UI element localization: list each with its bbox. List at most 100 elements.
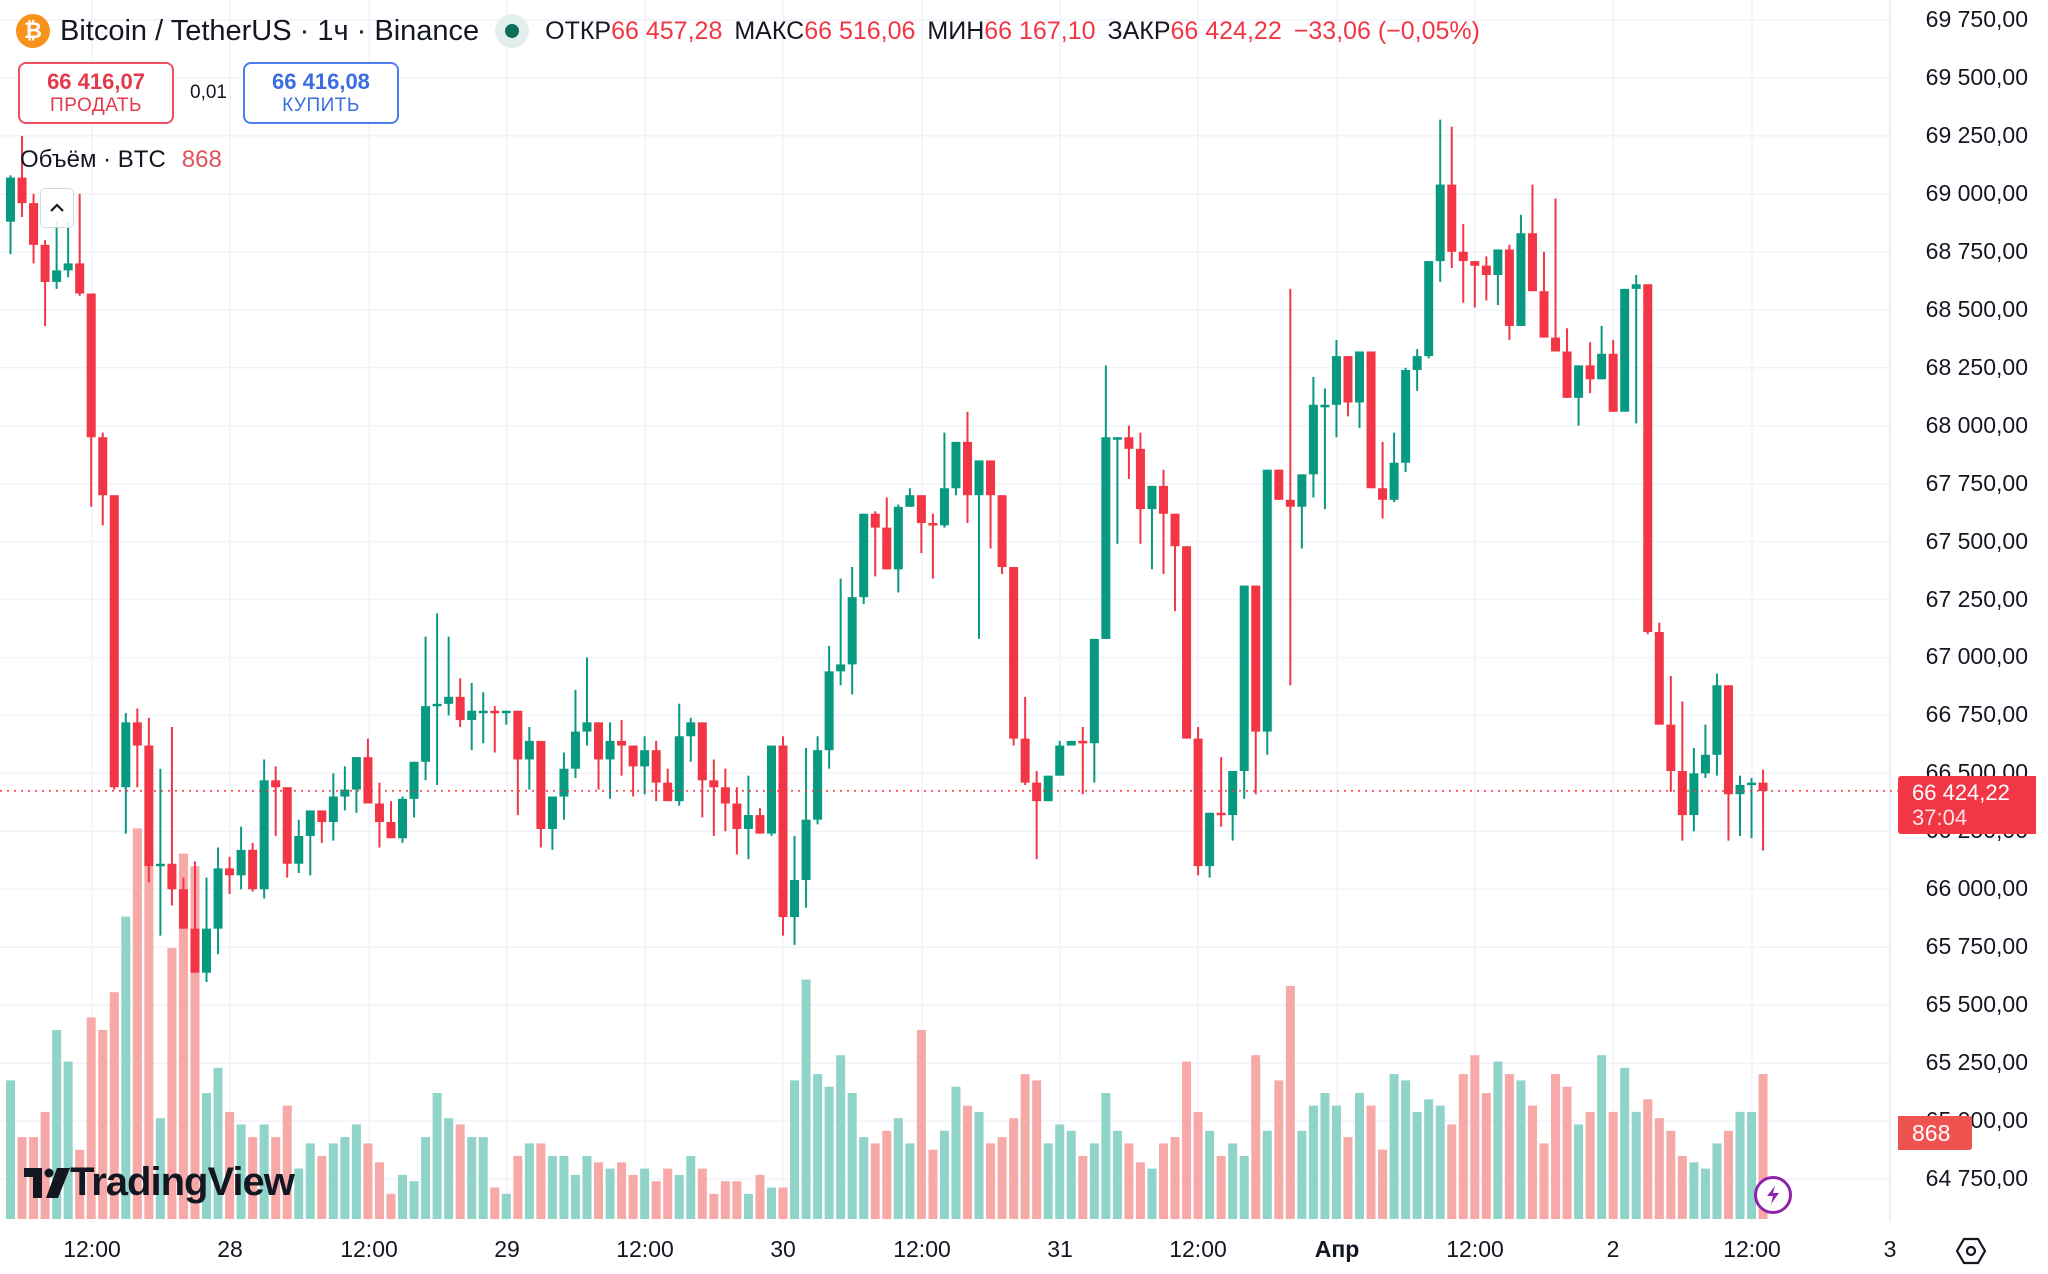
- volume-bar: [1124, 1143, 1134, 1219]
- volume-bar: [40, 1111, 50, 1219]
- volume-bar: [1389, 1074, 1399, 1219]
- candle: [340, 789, 350, 797]
- candle: [1424, 261, 1434, 357]
- candle: [1504, 249, 1514, 326]
- volume-bar: [1285, 985, 1295, 1219]
- candle: [1101, 437, 1111, 639]
- candle: [1435, 184, 1445, 262]
- change-value: −33,06 (−0,05%): [1293, 16, 1480, 45]
- candle: [29, 203, 39, 245]
- candle: [351, 757, 361, 790]
- volume-bar: [490, 1187, 500, 1219]
- candle: [513, 710, 523, 760]
- tradingview-logo[interactable]: TradingView: [24, 1160, 295, 1205]
- sell-button[interactable]: 66 416,07 ПРОДАТЬ: [18, 62, 174, 124]
- settings-hexagon-icon[interactable]: [1954, 1234, 1988, 1268]
- market-status-indicator[interactable]: [495, 14, 530, 48]
- candle: [1159, 485, 1168, 514]
- volume-bar: [1677, 1156, 1687, 1219]
- candle: [824, 671, 834, 751]
- symbol-title[interactable]: Bitcoin / TetherUS · 1ч · Binance: [60, 14, 480, 47]
- volume-bar: [1712, 1143, 1722, 1219]
- candle: [778, 745, 788, 918]
- price-axis-label: 68 250,00: [1925, 353, 2028, 380]
- candle: [1551, 337, 1561, 352]
- time-axis-label: 12:00: [1169, 1236, 1227, 1262]
- sell-price: 66 416,07: [47, 69, 145, 94]
- collapse-legend-button[interactable]: [40, 188, 74, 228]
- candle: [813, 750, 823, 820]
- candle: [582, 722, 592, 732]
- candle: [1331, 356, 1341, 405]
- high-value: 66 516,06: [804, 16, 916, 45]
- volume-bar: [1274, 1080, 1284, 1219]
- candle: [1481, 265, 1491, 275]
- price-axis-label: 69 750,00: [1925, 6, 2028, 32]
- candle: [444, 696, 454, 704]
- volume-bar: [225, 1111, 235, 1219]
- candle: [374, 803, 384, 823]
- candle: [1412, 356, 1422, 371]
- candle: [847, 597, 857, 665]
- volume-bar: [17, 1137, 27, 1219]
- candle: [536, 740, 546, 829]
- last-price-value: 66 424,22: [1912, 780, 2010, 805]
- candle: [1205, 812, 1215, 867]
- volume-bar: [144, 853, 154, 1219]
- candle: [1516, 233, 1526, 326]
- candle: [1343, 356, 1353, 403]
- candle: [709, 780, 719, 788]
- volume-bar: [1424, 1099, 1434, 1219]
- volume-bar: [743, 1193, 753, 1219]
- price-axis-label: 68 000,00: [1925, 411, 2028, 438]
- time-axis-label: 29: [494, 1236, 520, 1262]
- volume-bar: [1101, 1093, 1111, 1219]
- time-axis-label: 30: [770, 1236, 796, 1262]
- candle: [478, 710, 488, 714]
- candle: [305, 810, 315, 836]
- candle: [1124, 437, 1134, 449]
- bar-countdown: 37:04: [1912, 805, 1968, 830]
- time-axis-label: 12:00: [893, 1236, 951, 1262]
- buy-button[interactable]: 66 416,08 КУПИТЬ: [242, 62, 399, 124]
- candle: [1216, 812, 1226, 816]
- candle: [1355, 351, 1365, 403]
- price-axis-label: 67 750,00: [1925, 469, 2028, 496]
- volume-bar: [75, 1149, 85, 1219]
- candle: [1689, 773, 1699, 816]
- volume-bar: [1470, 1055, 1480, 1219]
- candle: [1274, 469, 1284, 500]
- volume-bar: [1527, 1105, 1537, 1219]
- volume-bar: [294, 1168, 304, 1219]
- volume-bar: [86, 1017, 96, 1219]
- candle: [1262, 469, 1272, 732]
- volume-bar: [1147, 1168, 1157, 1219]
- price-axis-label: 68 750,00: [1925, 237, 2028, 264]
- candle: [98, 437, 108, 496]
- volume-bar: [1320, 1093, 1330, 1219]
- volume-bar: [1620, 1067, 1630, 1219]
- lightning-icon[interactable]: [1754, 1176, 1792, 1214]
- chevron-up-icon: [50, 203, 64, 212]
- volume-bar: [628, 1174, 638, 1219]
- candle: [1723, 685, 1733, 795]
- volume-bar: [409, 1181, 419, 1219]
- volume-bar: [651, 1181, 661, 1219]
- volume-bar: [1516, 1080, 1526, 1219]
- candle: [859, 513, 869, 598]
- candle: [1458, 251, 1468, 262]
- volume-legend[interactable]: Объём · BTC 868: [20, 146, 222, 174]
- candle: [870, 513, 880, 528]
- candle: [1666, 724, 1676, 772]
- volume-bar: [236, 1124, 246, 1219]
- candle: [1308, 404, 1318, 475]
- volume-bar: [536, 1143, 546, 1219]
- candle: [1078, 740, 1088, 744]
- candle: [144, 745, 154, 867]
- candle: [213, 868, 223, 929]
- volume-bar: [1643, 1099, 1653, 1219]
- candle: [282, 787, 292, 864]
- volume-bar: [340, 1137, 350, 1219]
- volume-bar: [801, 979, 811, 1219]
